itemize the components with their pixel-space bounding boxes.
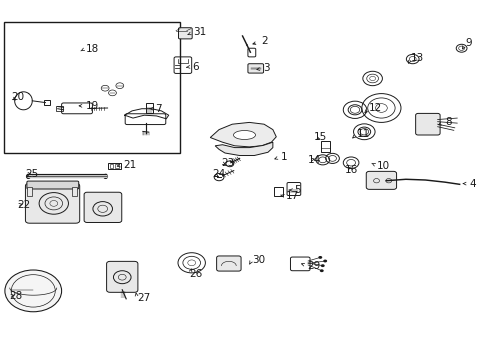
Text: 4: 4	[468, 179, 475, 189]
Bar	[109, 164, 113, 168]
Bar	[320, 141, 329, 152]
FancyBboxPatch shape	[84, 192, 122, 222]
Text: 8: 8	[444, 117, 451, 127]
Ellipse shape	[26, 174, 30, 179]
Text: 10: 10	[376, 161, 389, 171]
Ellipse shape	[103, 174, 107, 179]
Text: 12: 12	[368, 103, 382, 113]
Circle shape	[323, 260, 326, 262]
Bar	[4, 22, 180, 153]
FancyBboxPatch shape	[247, 64, 263, 73]
Text: 23: 23	[221, 158, 234, 168]
Text: 31: 31	[193, 27, 206, 37]
Polygon shape	[215, 142, 272, 156]
FancyBboxPatch shape	[216, 256, 241, 271]
Bar	[273, 187, 282, 196]
Text: 9: 9	[465, 38, 471, 48]
Text: 15: 15	[313, 132, 326, 142]
Text: 24: 24	[212, 168, 225, 179]
FancyBboxPatch shape	[366, 171, 396, 189]
Text: 26: 26	[189, 269, 203, 279]
Text: 17: 17	[285, 191, 298, 201]
Text: 30: 30	[251, 255, 264, 265]
Text: 29: 29	[306, 261, 320, 271]
Text: 6: 6	[192, 62, 199, 72]
Circle shape	[318, 256, 322, 259]
Text: 16: 16	[344, 165, 357, 175]
Circle shape	[5, 270, 61, 312]
Text: 2: 2	[261, 36, 268, 46]
Text: 3: 3	[263, 63, 269, 73]
Bar	[44, 100, 50, 105]
Bar	[107, 163, 121, 169]
Text: 22: 22	[17, 200, 30, 210]
Text: 14: 14	[307, 155, 321, 165]
Text: 13: 13	[410, 53, 423, 63]
FancyBboxPatch shape	[415, 113, 439, 135]
FancyBboxPatch shape	[27, 181, 79, 189]
Bar	[72, 187, 77, 196]
FancyBboxPatch shape	[25, 183, 80, 223]
Text: 21: 21	[123, 160, 136, 170]
Text: 20: 20	[11, 92, 24, 102]
Text: 27: 27	[137, 293, 150, 303]
Text: 19: 19	[85, 101, 99, 111]
Circle shape	[320, 264, 324, 267]
Text: 28: 28	[9, 291, 22, 301]
Text: 1: 1	[281, 152, 287, 162]
Text: 11: 11	[356, 129, 369, 139]
Bar	[56, 106, 63, 111]
Bar	[27, 187, 32, 196]
FancyBboxPatch shape	[178, 28, 192, 39]
Ellipse shape	[233, 130, 255, 139]
Circle shape	[319, 269, 323, 272]
Text: 25: 25	[25, 168, 39, 179]
Text: 7: 7	[155, 104, 162, 114]
Text: 18: 18	[85, 44, 99, 54]
Bar	[145, 103, 153, 113]
FancyBboxPatch shape	[106, 261, 138, 292]
Bar	[115, 164, 119, 168]
Text: 5: 5	[294, 185, 301, 195]
Polygon shape	[210, 122, 276, 147]
